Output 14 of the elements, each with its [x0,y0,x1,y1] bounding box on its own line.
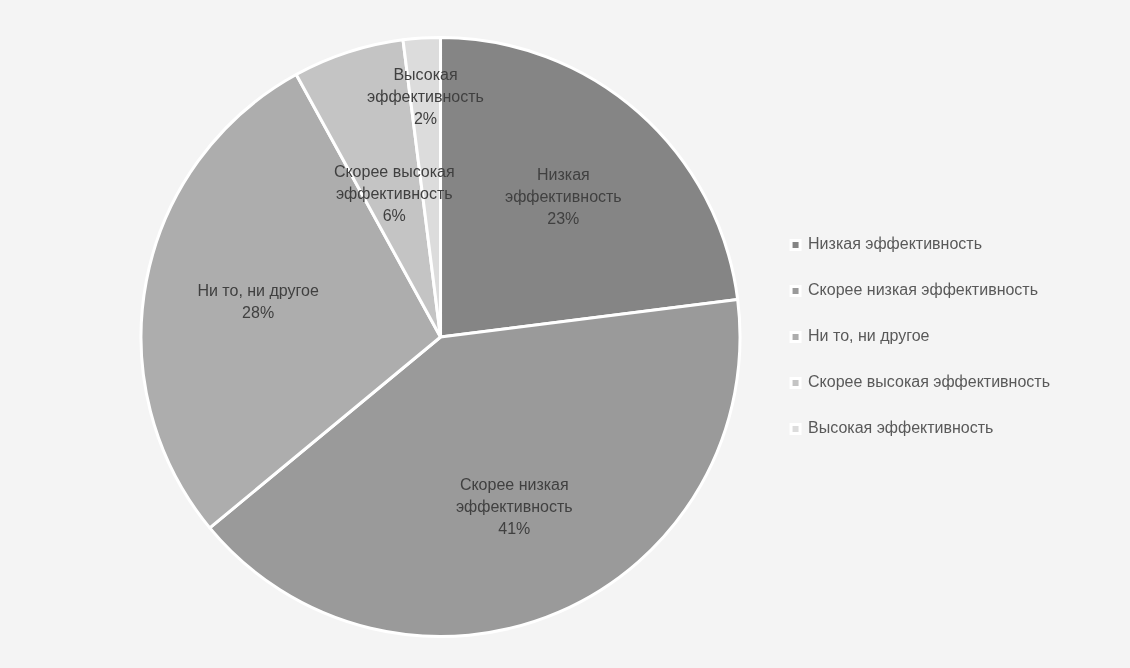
legend-label: Ни то, ни другое [808,327,930,345]
data-label: 6% [382,206,406,224]
slice-label: Скорее низкая эффективность [455,475,573,515]
data-label: 41% [498,519,531,537]
data-label: 2% [413,110,438,128]
legend-label: Скорее высокая эффективность [808,373,1051,391]
legend-label: Скорее низкая эффективность [808,281,1039,299]
data-label: 23% [547,210,580,228]
slice-label: Низкая эффективность [504,166,622,206]
data-label: 28% [242,303,275,321]
legend-label: Низкая эффективность [808,235,982,253]
legend-label: Высокая эффективность [808,419,994,437]
slice-label: Скорее высокая эффективность [333,162,455,202]
slice-label: Ни то, ни другое [197,281,319,299]
